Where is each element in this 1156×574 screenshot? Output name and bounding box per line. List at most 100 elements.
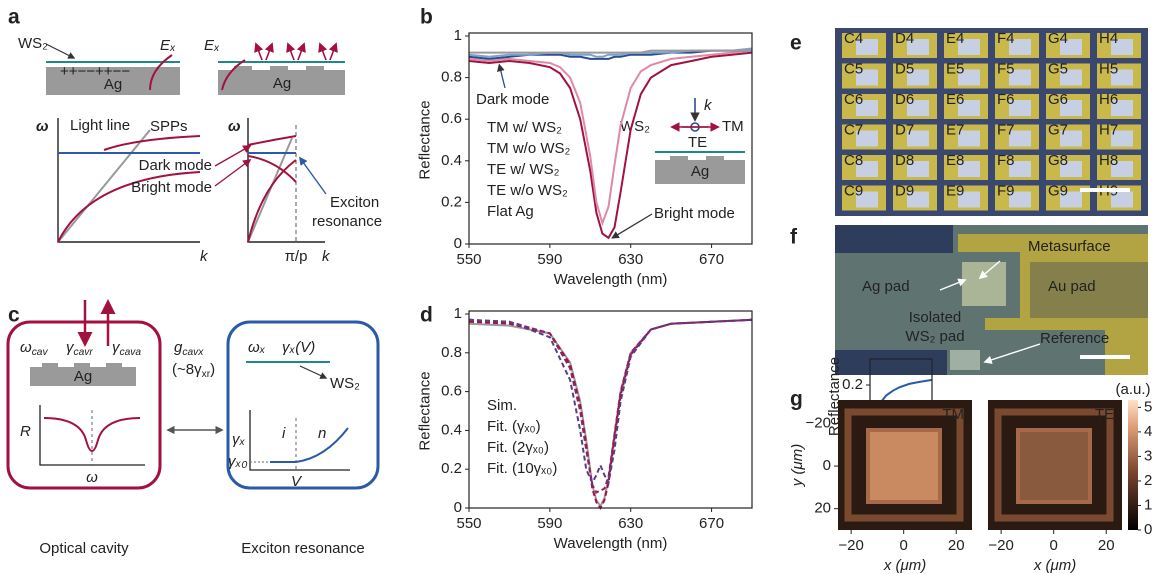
- label: Dark mode: [139, 157, 212, 174]
- pad-label: F6: [997, 91, 1015, 108]
- pad-label: G9: [1048, 182, 1068, 199]
- pad-center: [958, 69, 980, 86]
- label: Ag: [74, 368, 92, 385]
- x-tick-label: 630: [618, 515, 643, 532]
- heatmap-pad: [1016, 428, 1092, 504]
- label: Ag: [104, 76, 122, 93]
- legend-entry: TM w/o WS₂: [487, 140, 570, 157]
- label: WS₂: [18, 35, 48, 52]
- pad-center: [958, 130, 980, 147]
- x-axis-label: x (μm): [883, 557, 926, 574]
- heatmap-pad: [866, 428, 942, 504]
- y-tick-label: 0.8: [441, 69, 462, 86]
- series-line: [469, 49, 752, 54]
- heatmap-title: TM: [942, 406, 964, 423]
- pad-center: [1009, 39, 1031, 55]
- y-tick-label: 0: [454, 499, 462, 516]
- x-tick-label: 550: [456, 515, 481, 532]
- panel-label: g: [790, 388, 803, 411]
- pad-label: D9: [895, 182, 914, 199]
- label: Optical cavity: [39, 540, 129, 557]
- panel-label: e: [790, 32, 802, 55]
- pad-label: F7: [997, 121, 1015, 138]
- label: WS₂: [330, 375, 360, 392]
- pad-label: F9: [997, 182, 1015, 199]
- text-part: γ: [66, 339, 75, 356]
- colorbar-tick-label: 1: [1144, 496, 1152, 513]
- axis-label: ω: [228, 118, 241, 135]
- y-tick-label: 0.2: [842, 376, 863, 393]
- axis-label: γₓ: [232, 431, 246, 448]
- pad-center: [1111, 39, 1133, 55]
- pad-center: [907, 191, 929, 208]
- pad-label: H7: [1099, 121, 1118, 138]
- label: Metasurface: [1028, 238, 1111, 255]
- pad-center: [907, 39, 929, 55]
- y-tick-label: 0: [823, 457, 831, 474]
- legend-entry: TE w/o WS₂: [487, 182, 568, 199]
- label: Eₓ: [160, 37, 176, 54]
- pad-label: C7: [844, 121, 863, 138]
- label: Reference: [1040, 330, 1109, 347]
- legend-entry: Fit. (γₓ₀): [487, 418, 541, 435]
- x-tick-label: −20: [838, 537, 863, 554]
- pad-center: [856, 191, 878, 208]
- colorbar-tick-label: 0: [1144, 521, 1152, 538]
- text-part: cav: [32, 347, 49, 358]
- x-tick-label: 590: [537, 515, 562, 532]
- pad-label: D6: [895, 91, 914, 108]
- pad-label: D8: [895, 152, 914, 169]
- legend-entry: Fit. (10γₓ₀): [487, 460, 557, 477]
- y-tick-label: 0.4: [441, 421, 462, 438]
- pad-label: G4: [1048, 30, 1068, 47]
- pad-label: C5: [844, 60, 863, 77]
- label: ωₓ: [248, 339, 266, 356]
- pad-center: [1009, 130, 1031, 147]
- axis-label: k: [200, 248, 209, 265]
- pad-center: [1060, 130, 1082, 147]
- pad-label: D7: [895, 121, 914, 138]
- panel-label: b: [420, 6, 433, 29]
- y-axis-label: y (μm): [789, 444, 806, 487]
- pad-center: [907, 161, 929, 177]
- pad-center: [856, 161, 878, 177]
- pad-center: [856, 100, 878, 116]
- pad-label: F5: [997, 60, 1015, 77]
- legend-entry: TM w/ WS₂: [487, 119, 562, 136]
- label: ωcav: [20, 339, 48, 358]
- text-part: xr: [202, 369, 211, 380]
- pad-label: G8: [1048, 152, 1068, 169]
- pad-label: G5: [1048, 60, 1068, 77]
- pad-center: [907, 100, 929, 116]
- micrograph-f: [835, 225, 1148, 375]
- pad-label: C4: [844, 30, 863, 47]
- micrograph-e: C4 D4 E4 F4 G4 H4 C5 D5 E5 F5 G5 H5 C6 D6 E6 F6 G6 H6 C7 D7…: [835, 28, 1148, 216]
- x-tick-label: 630: [618, 251, 643, 268]
- label: Eₓ: [204, 37, 220, 54]
- pad-label: H6: [1099, 91, 1118, 108]
- pad-label: E7: [946, 121, 964, 138]
- plot-frame: [468, 32, 753, 245]
- pad-label: H4: [1099, 30, 1118, 47]
- series-line: [468, 49, 753, 227]
- label: WS₂: [620, 118, 650, 135]
- x-tick-label: 590: [537, 251, 562, 268]
- pad-center: [1111, 100, 1133, 116]
- pad-label: G6: [1048, 91, 1068, 108]
- annotation: Dark mode: [476, 91, 549, 108]
- pad-center: [907, 130, 929, 147]
- pad-center: [1111, 130, 1133, 147]
- pad-center: [1009, 191, 1031, 208]
- x-tick-label: 0: [900, 537, 908, 554]
- x-tick-label: 670: [699, 251, 724, 268]
- pad-center: [856, 69, 878, 86]
- label: Light line: [70, 117, 130, 134]
- annotation-arrow: [497, 63, 506, 89]
- pad-label: G7: [1048, 121, 1068, 138]
- panel-label: f: [790, 226, 798, 249]
- pad-center: [1111, 69, 1133, 86]
- series-line: [468, 318, 753, 486]
- label: n: [318, 425, 326, 442]
- axis-label: ω: [86, 469, 98, 486]
- plot-frame: [468, 310, 753, 509]
